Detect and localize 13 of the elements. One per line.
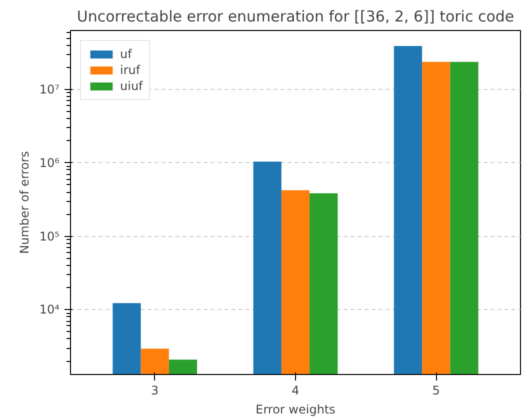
x-tick-label: 5 bbox=[432, 384, 440, 398]
x-tick-label: 3 bbox=[151, 384, 159, 398]
y-tick-label: 10⁵ bbox=[39, 229, 60, 244]
legend-label: uiuf bbox=[120, 79, 143, 93]
y-tick-label: 10⁶ bbox=[39, 156, 60, 170]
y-axis-title: Number of errors bbox=[17, 151, 32, 254]
legend-label: iruf bbox=[120, 63, 140, 77]
chart-title: Uncorrectable error enumeration for [[36, 2, 6]] toric code bbox=[76, 8, 514, 26]
legend-label: uf bbox=[120, 47, 134, 61]
x-tick-label: 4 bbox=[292, 384, 300, 398]
y-tick-label: 10⁷ bbox=[39, 82, 60, 96]
y-tick-label: 10⁴ bbox=[39, 302, 60, 317]
x-axis-title: Error weights bbox=[256, 402, 336, 416]
